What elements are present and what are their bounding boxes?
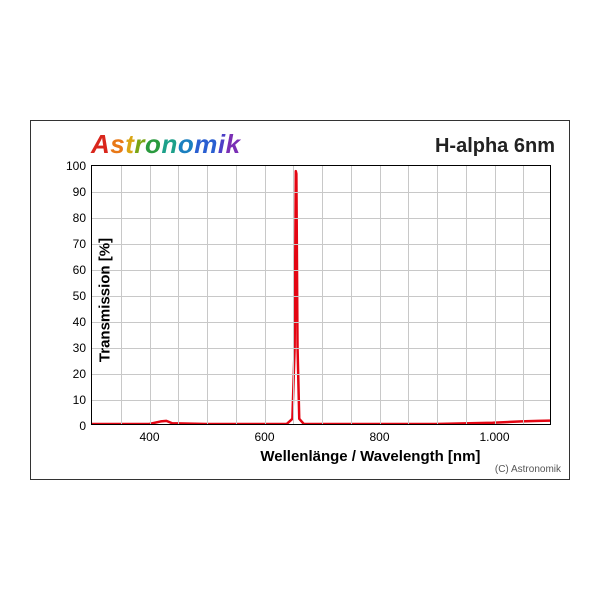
grid-line bbox=[293, 166, 294, 424]
grid-line bbox=[466, 166, 467, 424]
x-tick-label: 800 bbox=[369, 430, 389, 444]
y-tick-label: 80 bbox=[73, 211, 86, 225]
grid-line bbox=[236, 166, 237, 424]
grid-line bbox=[408, 166, 409, 424]
y-tick-label: 10 bbox=[73, 393, 86, 407]
grid-line bbox=[92, 322, 550, 323]
brand-logo: Astronomik bbox=[91, 129, 241, 160]
transmission-line bbox=[92, 171, 550, 424]
grid-line bbox=[92, 218, 550, 219]
y-tick-label: 100 bbox=[66, 159, 86, 173]
grid-line bbox=[380, 166, 381, 424]
grid-line bbox=[92, 270, 550, 271]
grid-line bbox=[322, 166, 323, 424]
y-tick-label: 90 bbox=[73, 185, 86, 199]
grid-line bbox=[437, 166, 438, 424]
transmission-curve bbox=[92, 166, 550, 424]
y-tick-label: 30 bbox=[73, 341, 86, 355]
grid-line bbox=[92, 400, 550, 401]
y-axis-label: Transmission [%] bbox=[97, 238, 114, 362]
grid-line bbox=[495, 166, 496, 424]
y-tick-label: 70 bbox=[73, 237, 86, 251]
y-tick-label: 40 bbox=[73, 315, 86, 329]
chart-frame: Astronomik H-alpha 6nm 01020304050607080… bbox=[30, 120, 570, 480]
grid-line bbox=[121, 166, 122, 424]
x-axis-label: Wellenlänge / Wavelength [nm] bbox=[260, 448, 480, 465]
plot-area: 01020304050607080901004006008001.000 bbox=[91, 165, 551, 425]
y-tick-label: 0 bbox=[79, 419, 86, 433]
y-tick-label: 50 bbox=[73, 289, 86, 303]
grid-line bbox=[92, 374, 550, 375]
grid-line bbox=[92, 192, 550, 193]
grid-line bbox=[92, 244, 550, 245]
grid-line bbox=[92, 296, 550, 297]
grid-line bbox=[178, 166, 179, 424]
x-tick-label: 1.000 bbox=[479, 430, 509, 444]
grid-line bbox=[351, 166, 352, 424]
grid-line bbox=[207, 166, 208, 424]
grid-line bbox=[265, 166, 266, 424]
x-tick-label: 600 bbox=[254, 430, 274, 444]
chart-title: H-alpha 6nm bbox=[435, 135, 555, 158]
grid-line bbox=[92, 348, 550, 349]
y-tick-label: 20 bbox=[73, 367, 86, 381]
grid-line bbox=[150, 166, 151, 424]
x-tick-label: 400 bbox=[139, 430, 159, 444]
y-tick-label: 60 bbox=[73, 263, 86, 277]
grid-line bbox=[523, 166, 524, 424]
copyright-text: (C) Astronomik bbox=[495, 464, 561, 475]
canvas: Astronomik H-alpha 6nm 01020304050607080… bbox=[0, 0, 600, 600]
